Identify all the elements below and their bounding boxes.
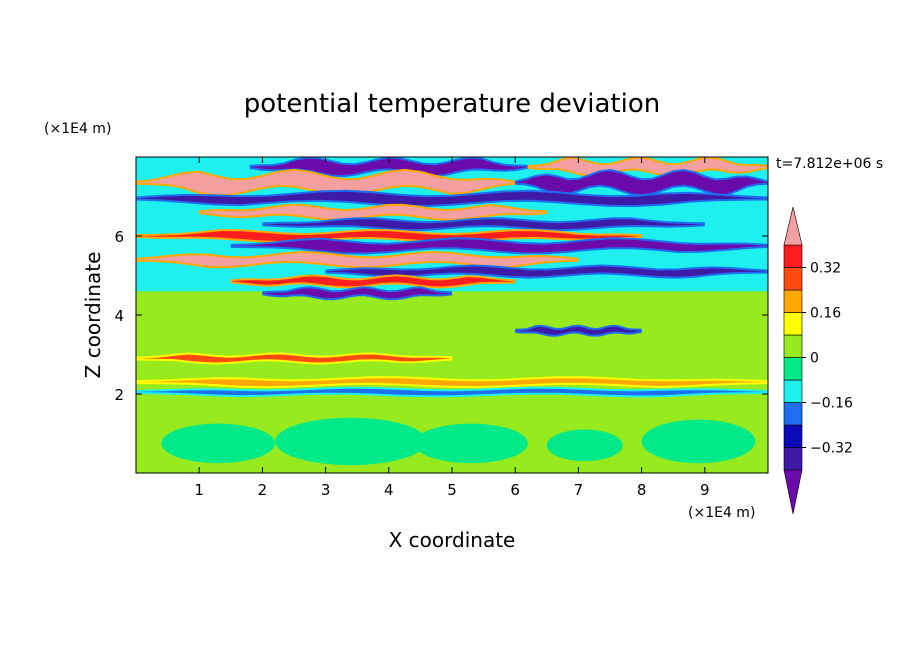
x-axis-ticks: 1 2 3 4 5 6 7 8 9 — [194, 157, 710, 499]
colorbar-label: −0.16 — [810, 396, 853, 412]
colorbar-extend-min — [783, 469, 803, 515]
contour-field — [136, 157, 768, 473]
contour-band — [136, 378, 768, 387]
x-tick-label: 9 — [700, 481, 710, 499]
contour-band — [515, 171, 768, 195]
colorbar-swatch — [783, 244, 803, 268]
x-tick-label: 5 — [447, 481, 457, 499]
x-unit-label: (×1E4 m) — [688, 505, 755, 521]
colorbar-label: 0.16 — [810, 306, 841, 322]
contour-band — [136, 191, 768, 206]
contour-band — [262, 219, 705, 230]
contour-band — [136, 253, 579, 267]
y-tick-label: 2 — [114, 386, 124, 404]
y-axis-ticks: 2 4 6 — [114, 228, 768, 404]
colorbar: 0.32 0.16 0 −0.16 −0.32 — [783, 206, 853, 515]
contour-band — [136, 388, 768, 396]
contour-band — [249, 158, 528, 176]
contour-band — [262, 288, 452, 299]
colorbar-label: −0.32 — [810, 441, 853, 457]
colorbar-swatch — [783, 424, 803, 448]
colorbar-swatch — [783, 289, 803, 313]
convective-cell — [641, 419, 756, 464]
colorbar-label: 0.32 — [810, 261, 841, 277]
contour-band — [527, 158, 768, 176]
colorbar-swatch — [783, 402, 803, 426]
contour-band — [325, 266, 768, 277]
x-axis-label: X coordinate — [389, 528, 516, 552]
colorbar-swatch — [783, 334, 803, 358]
colorbar-swatch — [783, 267, 803, 291]
x-tick-label: 2 — [258, 481, 268, 499]
convective-cell — [414, 423, 528, 464]
x-tick-label: 3 — [321, 481, 331, 499]
colorbar-extend-max — [783, 206, 803, 246]
x-tick-label: 7 — [574, 481, 584, 499]
colorbar-swatch — [783, 357, 803, 381]
x-tick-label: 4 — [384, 481, 394, 499]
contour-band — [515, 326, 642, 335]
colorbar-swatch — [783, 447, 803, 471]
colorbar-label: 0 — [810, 351, 819, 367]
y-tick-label: 4 — [114, 307, 124, 325]
colorbar-swatch — [783, 379, 803, 403]
contour-band — [136, 170, 516, 195]
colorbar-swatch — [783, 312, 803, 336]
contour-band — [230, 239, 768, 253]
convective-cell — [161, 423, 276, 464]
contour-band — [136, 354, 452, 363]
contour-band — [230, 276, 516, 287]
contour-band — [199, 205, 547, 219]
convective-cell — [275, 417, 427, 466]
contour-band — [136, 231, 642, 241]
y-axis-label: Z coordinate — [81, 252, 105, 379]
time-label: t=7.812e+06 s — [776, 156, 883, 172]
x-tick-label: 6 — [510, 481, 520, 499]
chart-title: potential temperature deviation — [244, 89, 660, 119]
convective-cell — [546, 429, 623, 462]
x-tick-label: 1 — [194, 481, 204, 499]
y-unit-label: (×1E4 m) — [44, 121, 111, 137]
y-tick-label: 6 — [114, 228, 124, 246]
x-tick-label: 8 — [637, 481, 647, 499]
